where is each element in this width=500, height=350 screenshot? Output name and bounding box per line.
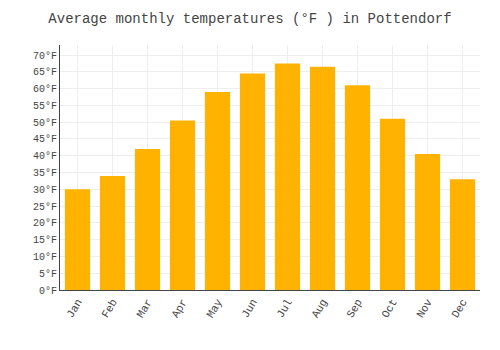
- svg-text:60°F: 60°F: [33, 84, 57, 95]
- svg-text:Jul: Jul: [275, 297, 295, 320]
- svg-text:Aug: Aug: [310, 297, 330, 320]
- svg-text:Oct: Oct: [380, 297, 400, 320]
- svg-text:Sep: Sep: [345, 297, 365, 320]
- svg-text:Jun: Jun: [240, 297, 260, 320]
- svg-text:40°F: 40°F: [33, 151, 57, 162]
- svg-text:0°F: 0°F: [39, 286, 57, 297]
- svg-text:Mar: Mar: [135, 297, 155, 320]
- svg-text:Apr: Apr: [170, 297, 190, 320]
- svg-text:Jan: Jan: [65, 297, 85, 320]
- svg-text:70°F: 70°F: [33, 51, 57, 62]
- svg-text:Feb: Feb: [100, 297, 120, 320]
- svg-text:45°F: 45°F: [33, 134, 57, 145]
- svg-text:20°F: 20°F: [33, 218, 57, 229]
- svg-text:35°F: 35°F: [33, 168, 57, 179]
- svg-text:55°F: 55°F: [33, 101, 57, 112]
- svg-text:May: May: [205, 297, 225, 320]
- svg-text:10°F: 10°F: [33, 252, 57, 263]
- svg-text:25°F: 25°F: [33, 202, 57, 213]
- svg-text:50°F: 50°F: [33, 118, 57, 129]
- svg-text:Average monthly temperatures (: Average monthly temperatures (°F ) in Po…: [48, 11, 451, 27]
- svg-text:Nov: Nov: [415, 297, 435, 320]
- svg-text:65°F: 65°F: [33, 67, 57, 78]
- svg-text:30°F: 30°F: [33, 185, 57, 196]
- svg-text:5°F: 5°F: [39, 269, 57, 280]
- svg-text:Dec: Dec: [450, 297, 470, 320]
- svg-text:15°F: 15°F: [33, 235, 57, 246]
